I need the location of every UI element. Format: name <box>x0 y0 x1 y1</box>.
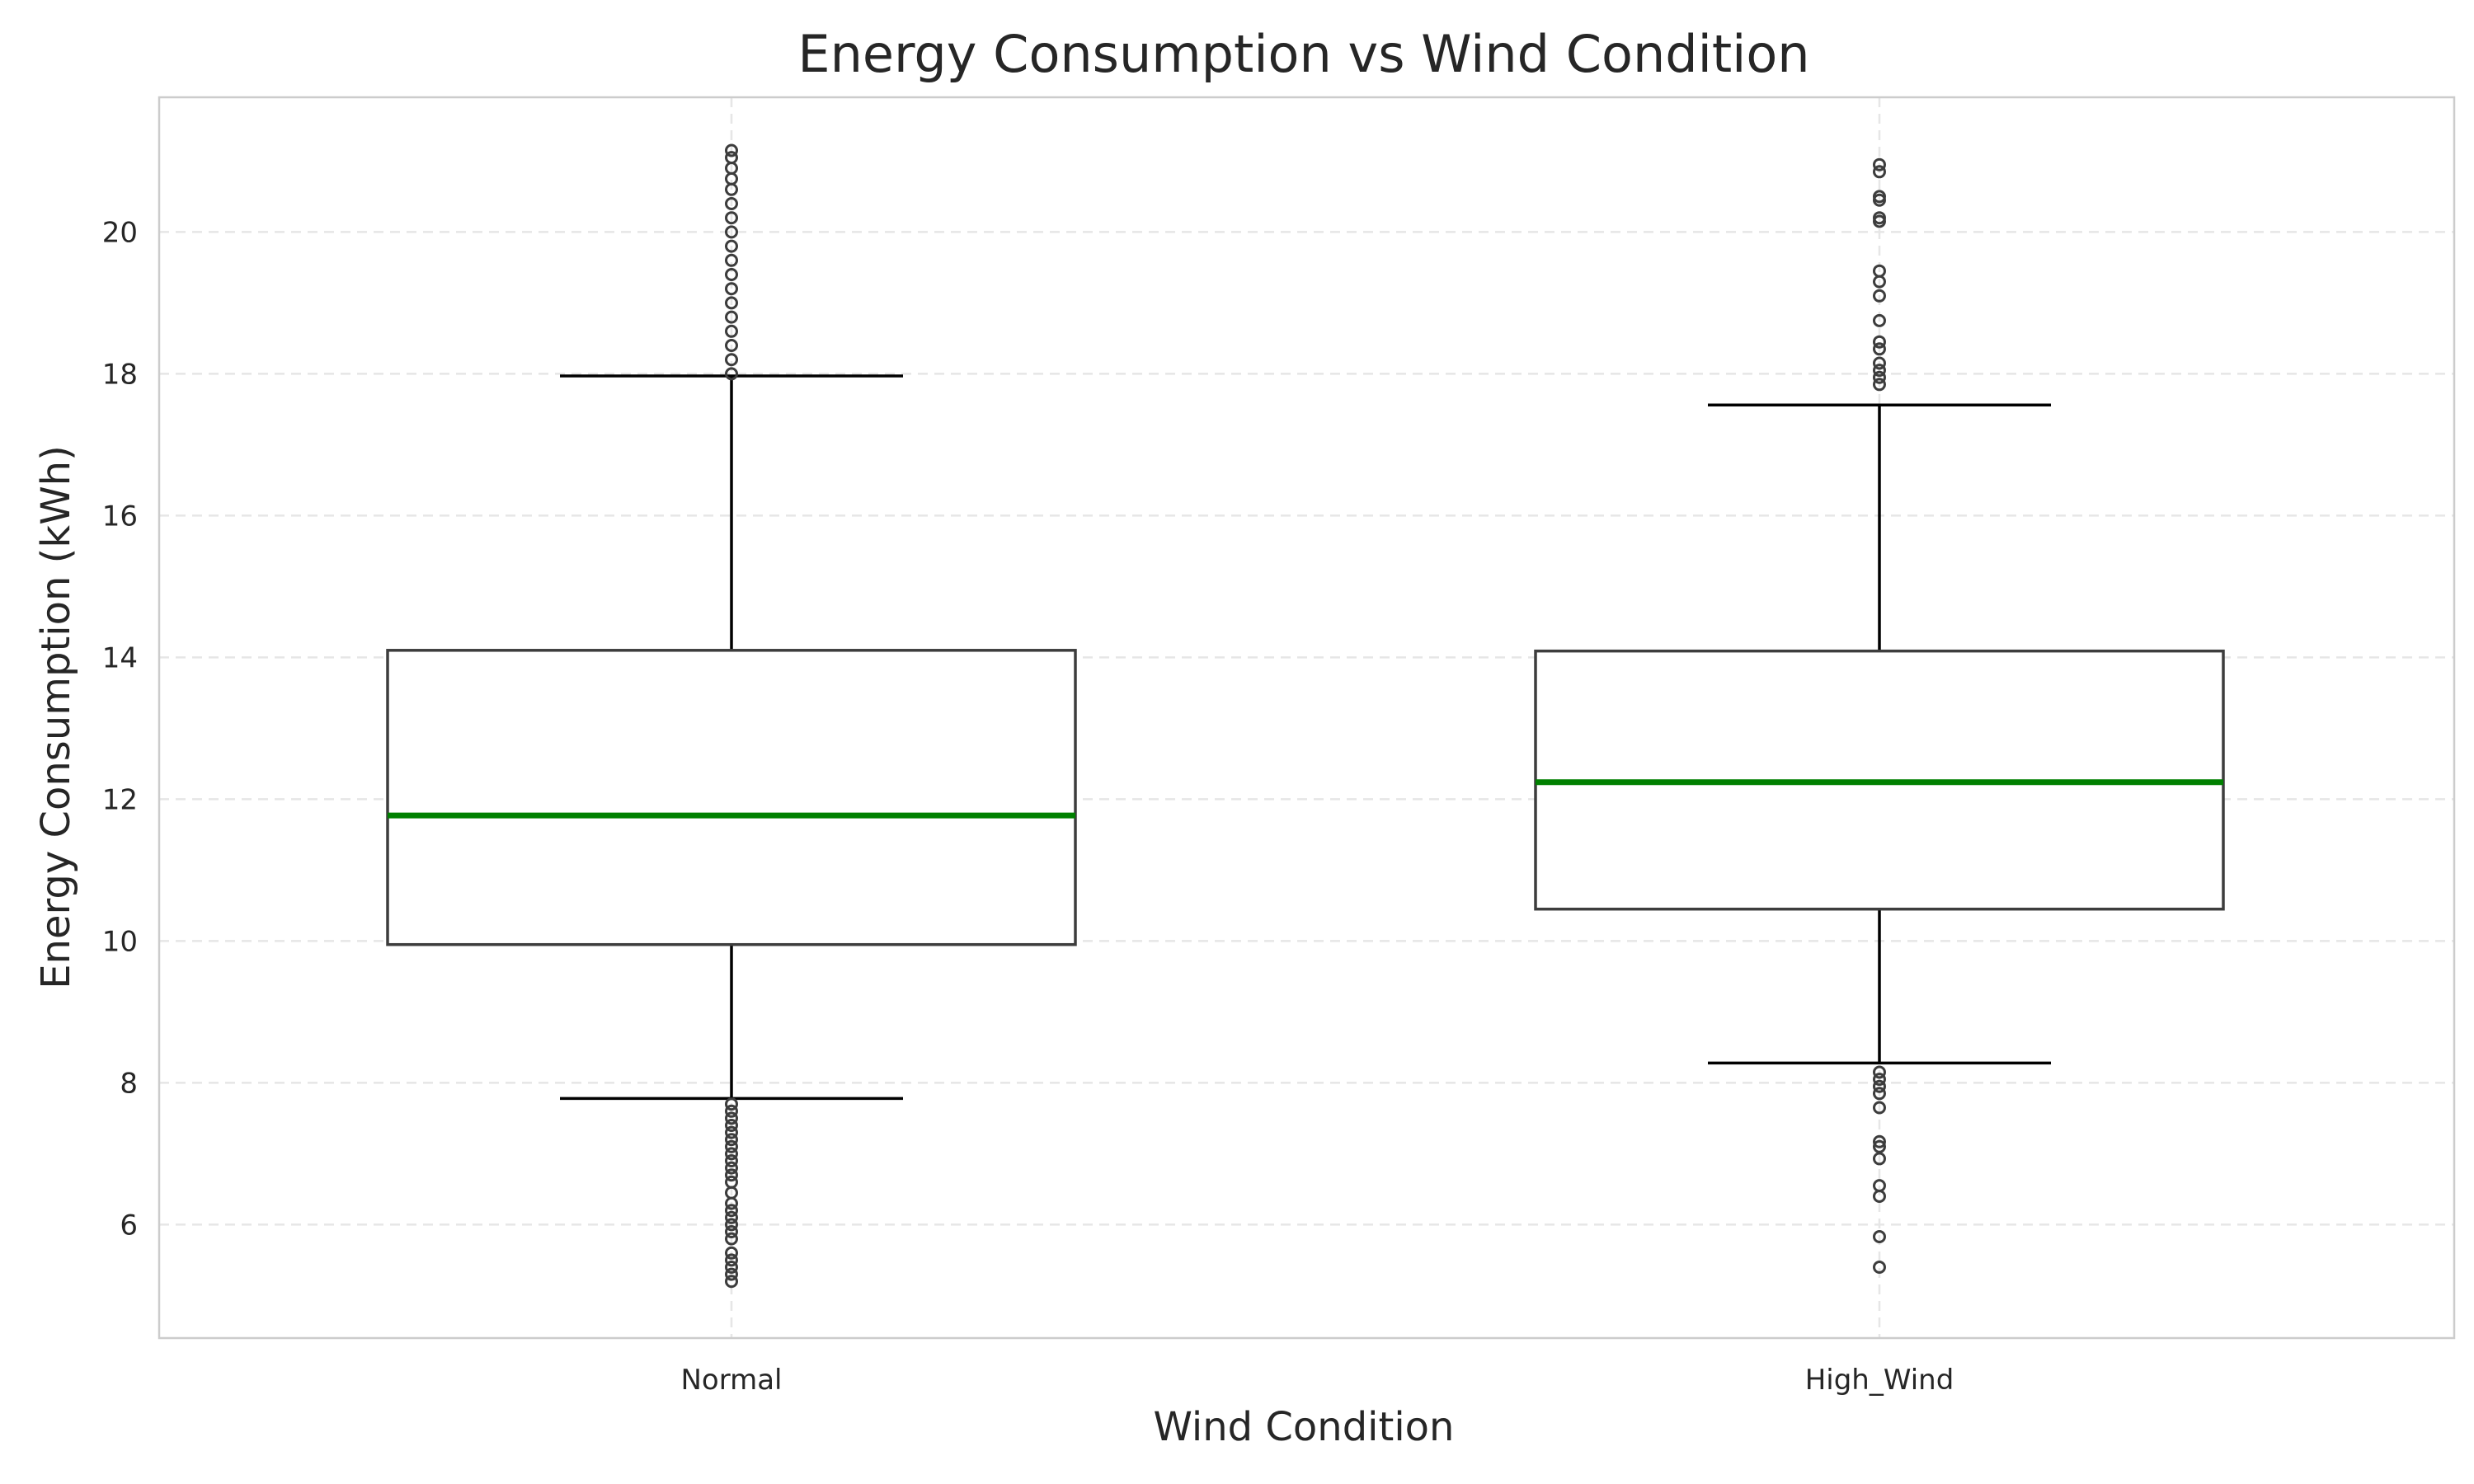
outlier-point <box>1873 1139 1886 1153</box>
outlier-point <box>1873 157 1886 171</box>
outlier-point <box>725 143 738 157</box>
outlier-point <box>725 282 738 296</box>
outlier-point <box>725 1104 738 1118</box>
plot-area-frame <box>158 96 2456 1340</box>
y-tick-label: 14 <box>102 641 138 674</box>
outlier-point <box>1873 1101 1886 1115</box>
x-tick-label: High_Wind <box>1805 1364 1954 1397</box>
outlier-point <box>1873 1152 1886 1166</box>
outlier-point <box>725 1119 738 1132</box>
outlier-point <box>725 151 738 165</box>
outlier-point <box>725 1161 738 1175</box>
outlier-point <box>725 1218 738 1232</box>
outlier-point <box>725 339 738 352</box>
outlier-point <box>1873 1179 1886 1193</box>
outlier-point <box>725 324 738 338</box>
x-tick-label: Normal <box>680 1364 782 1397</box>
outlier-point <box>1873 190 1886 204</box>
outlier-point <box>1873 370 1886 384</box>
y-tick-label: 16 <box>102 500 138 533</box>
outlier-point <box>725 1261 738 1274</box>
outlier-point <box>725 1275 738 1289</box>
outlier-point <box>725 1204 738 1218</box>
outlier-point <box>725 1246 738 1260</box>
outlier-point <box>725 253 738 267</box>
outlier-point <box>1873 342 1886 356</box>
outlier-point <box>725 1175 738 1189</box>
x-axis-ticks: Normal High_Wind <box>680 1364 1954 1397</box>
outlier-point <box>725 310 738 324</box>
outlier-point <box>725 367 738 381</box>
outlier-point <box>1873 1073 1886 1087</box>
y-tick-label: 8 <box>120 1067 138 1100</box>
outlier-point <box>725 1133 738 1147</box>
outlier-point <box>1873 1065 1886 1079</box>
outlier-point <box>1873 378 1886 392</box>
outlier-point <box>725 1225 738 1238</box>
outlier-point <box>725 197 738 210</box>
outlier-point <box>1873 356 1886 370</box>
box-group-normal <box>386 143 1077 1289</box>
outlier-point <box>725 1232 738 1246</box>
outlier-point <box>725 1125 738 1139</box>
boxes-layer <box>386 143 2225 1289</box>
y-axis-ticks: 6 8 10 12 14 16 18 20 <box>102 216 138 1242</box>
y-tick-label: 10 <box>102 925 138 958</box>
outlier-point <box>1873 1079 1886 1093</box>
outlier-point <box>1873 1230 1886 1244</box>
outlier-point <box>1873 335 1886 349</box>
outlier-point <box>725 1097 738 1111</box>
outlier-point <box>725 1168 738 1182</box>
y-axis-label: Energy Consumption (kWh) <box>33 445 79 989</box>
outlier-point <box>725 1139 738 1153</box>
outlier-point <box>725 296 738 310</box>
outlier-point <box>1873 1261 1886 1274</box>
y-tick-label: 6 <box>120 1209 138 1242</box>
y-tick-label: 20 <box>102 216 138 249</box>
outlier-point <box>725 1111 738 1125</box>
outlier-point <box>725 353 738 367</box>
outlier-point <box>725 239 738 253</box>
outlier-point <box>725 1154 738 1167</box>
y-tick-label: 18 <box>102 358 138 391</box>
outlier-point <box>1873 1134 1886 1148</box>
outlier-point <box>725 1253 738 1267</box>
y-tick-label: 12 <box>102 783 138 816</box>
outlier-point <box>1873 289 1886 303</box>
interquartile-box <box>386 649 1077 946</box>
outlier-point <box>725 268 738 281</box>
outlier-point <box>725 211 738 225</box>
outlier-point <box>725 225 738 239</box>
outlier-point <box>1873 211 1886 225</box>
outlier-point <box>1873 264 1886 278</box>
chart-title: Energy Consumption vs Wind Condition <box>797 24 1809 84</box>
outlier-point <box>1873 165 1886 179</box>
outlier-point <box>725 1267 738 1281</box>
outlier-point <box>725 1147 738 1161</box>
outlier-point <box>1873 1087 1886 1101</box>
outlier-point <box>1873 313 1886 327</box>
outlier-point <box>1873 364 1886 378</box>
outlier-point <box>725 1210 738 1224</box>
x-axis-label: Wind Condition <box>1154 1404 1455 1450</box>
box-group-high-wind <box>1534 157 2225 1274</box>
